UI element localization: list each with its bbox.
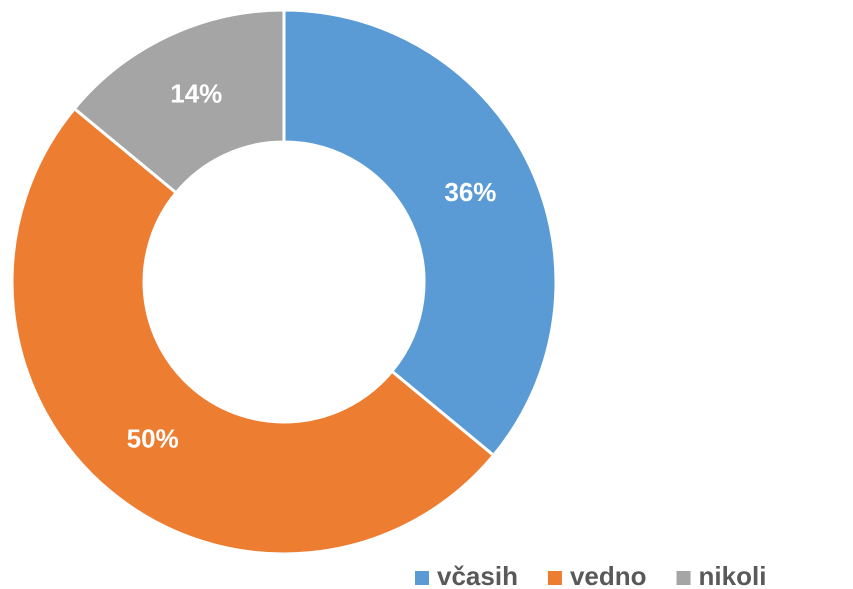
donut-segment [282,8,558,458]
data-label: 14% [170,78,222,108]
legend-label: vedno [570,561,647,589]
legend-label: nikoli [699,561,767,589]
donut-segment [72,8,286,195]
legend-swatch [547,571,562,585]
legend-swatch [676,571,691,585]
donut-segment [10,106,496,556]
legend-swatch [415,571,429,585]
data-label: 50% [127,424,179,454]
data-label: 36% [444,177,496,207]
legend-label: včasih [437,561,518,589]
